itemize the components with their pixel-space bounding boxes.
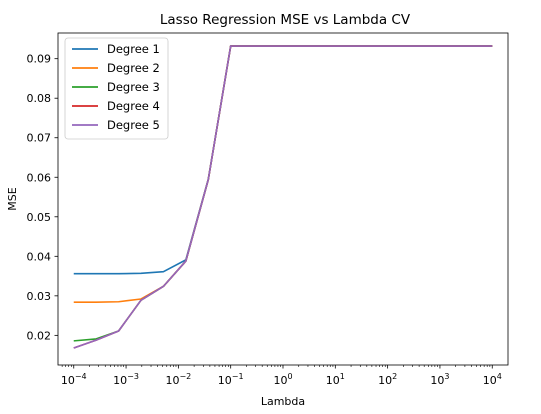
legend: Degree 1 Degree 2 Degree 3 Degree 4 Degree 5	[64, 37, 169, 140]
legend-label: Degree 1	[107, 42, 160, 56]
plot-frame	[57, 32, 509, 366]
y-tick-label: 0.03	[27, 290, 52, 303]
x-axis-ticks: 10−4 10−3 10−2 10−1 100 101 102 103 104	[61, 365, 502, 387]
y-tick-label: 0.08	[27, 92, 52, 105]
x-tick-label: 10−2	[165, 372, 191, 387]
x-tick-label: 100	[273, 372, 292, 387]
chart-title: Lasso Regression MSE vs Lambda CV	[160, 12, 411, 28]
series-lines	[73, 45, 493, 349]
x-tick-label: 104	[483, 372, 502, 387]
legend-label: Degree 3	[107, 80, 160, 94]
y-tick-label: 0.06	[27, 171, 52, 184]
x-tick-label: 101	[326, 372, 345, 387]
legend-label: Degree 5	[107, 118, 160, 132]
x-tick-label: 10−3	[113, 372, 139, 387]
y-tick-label: 0.02	[27, 329, 52, 342]
legend-label: Degree 2	[107, 61, 160, 75]
x-tick-label: 10−1	[218, 372, 244, 387]
x-tick-label: 10−4	[61, 372, 87, 387]
y-axis-ticks: 0.02 0.03 0.04 0.05 0.06 0.07 0.08 0.09	[27, 53, 58, 342]
x-axis-label: Lambda	[261, 395, 305, 408]
x-tick-label: 103	[430, 372, 449, 387]
y-tick-label: 0.07	[27, 132, 52, 145]
x-tick-label: 102	[378, 372, 397, 387]
legend-label: Degree 4	[107, 99, 160, 113]
series-line-degree-5	[73, 45, 493, 349]
y-tick-label: 0.09	[27, 53, 52, 66]
y-tick-label: 0.04	[27, 250, 52, 263]
y-axis-label: MSE	[6, 187, 19, 210]
y-tick-label: 0.05	[27, 211, 52, 224]
legend-box	[64, 37, 169, 140]
